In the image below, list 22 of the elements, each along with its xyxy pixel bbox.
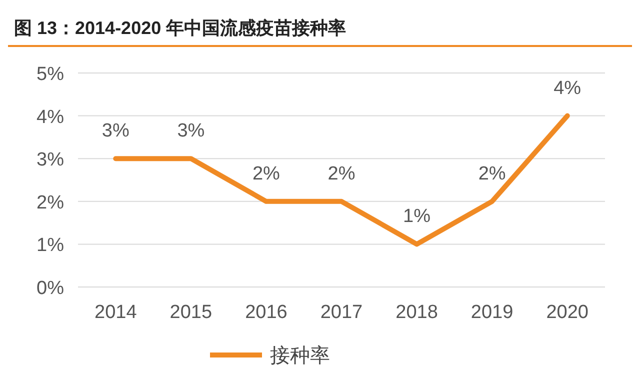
legend-label: 接种率 [270, 345, 330, 367]
data-label: 4% [554, 78, 582, 99]
x-tick-label: 2017 [320, 302, 363, 323]
data-label: 2% [478, 163, 506, 184]
data-label: 1% [403, 206, 431, 228]
y-tick-label: 4% [36, 106, 64, 128]
y-tick-label: 3% [36, 150, 64, 171]
x-tick-label: 2016 [245, 302, 288, 323]
chart-title: 图 13：2014-2020 年中国流感疫苗接种率 [14, 18, 346, 38]
x-tick-label: 2019 [470, 302, 514, 323]
x-tick-label: 2018 [396, 302, 438, 323]
data-label: 2% [328, 163, 356, 184]
y-tick-label: 1% [36, 235, 64, 256]
x-tick-label: 2020 [546, 302, 588, 323]
data-label: 2% [252, 163, 280, 184]
y-tick-label: 5% [36, 64, 64, 85]
data-label: 3% [177, 120, 205, 142]
y-tick-label: 0% [36, 278, 64, 299]
data-label: 3% [102, 120, 130, 142]
x-tick-label: 2015 [170, 302, 212, 323]
x-tick-label: 2014 [94, 302, 138, 323]
y-tick-label: 2% [36, 192, 64, 214]
